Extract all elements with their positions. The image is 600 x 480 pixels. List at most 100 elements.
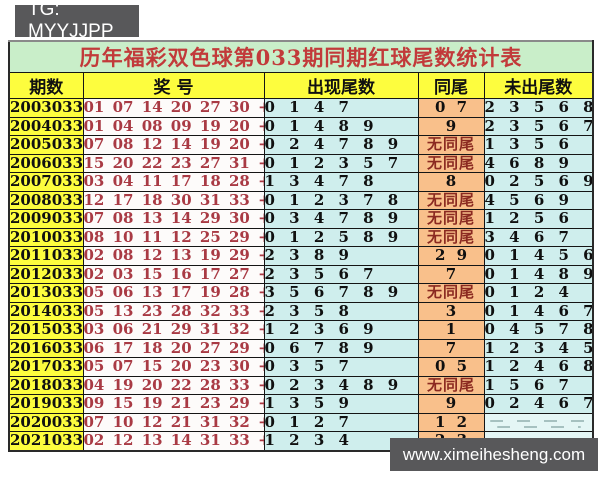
table-row: 2012033期02 03 15 16 17 27 + 042 3 5 6 77… <box>8 264 594 284</box>
appeared-tails-cell: 2 3 5 8 <box>263 301 419 321</box>
table-row: 2005033期07 08 12 14 19 20 + 070 2 4 7 8 … <box>8 135 594 155</box>
winning-numbers-cell: 07 10 12 21 31 32 + 01 <box>82 412 265 432</box>
website-badge: www.ximeihesheng.com <box>390 438 598 471</box>
appeared-tails-cell: 0 3 4 7 8 9 <box>263 209 419 229</box>
appeared-tails-cell: 0 1 2 5 8 9 <box>263 227 419 247</box>
missing-tails-cell: 0 2 5 6 9 <box>483 172 594 192</box>
appeared-tails-cell: 1 3 4 7 8 <box>263 172 419 192</box>
table-row: 2007033期03 04 11 17 18 28 + 091 3 4 7 88… <box>8 172 594 192</box>
same-tail-cell: 3 <box>417 301 485 321</box>
winning-numbers-cell: 02 12 13 14 31 33 + 06 <box>82 431 265 451</box>
table-title-row: 历年福彩双色球第033期同期红球尾数统计表 <box>8 40 594 73</box>
winning-numbers-cell: 12 17 18 30 31 33 + 04 <box>82 190 265 210</box>
same-tail-cell: 无同尾 <box>417 227 485 247</box>
same-tail-cell: 无同尾 <box>417 283 485 303</box>
period-cell: 2003033期 <box>8 98 84 118</box>
tg-contact-label: TG: MYYJJPP <box>28 0 114 42</box>
table-row: 2017033期05 07 15 20 23 30 + 150 3 5 70 5… <box>8 357 594 377</box>
winning-numbers-cell: 03 04 11 17 18 28 + 09 <box>82 172 265 192</box>
same-tail-cell: 7 <box>417 264 485 284</box>
missing-tails-cell: 0 1 4 6 7 9 <box>483 301 594 321</box>
same-tail-cell: 0 7 <box>417 98 485 118</box>
appeared-tails-cell: 1 3 5 9 <box>263 394 419 414</box>
missing-tails-cell: 4 6 8 9 <box>483 153 594 173</box>
period-cell: 2013033期 <box>8 283 84 303</box>
winning-numbers-cell: 03 06 21 29 31 32 + 05 <box>82 320 265 340</box>
period-cell: 2020033期 <box>8 412 84 432</box>
missing-tails-cell: 2 3 5 6 8 9 <box>483 98 594 118</box>
winning-numbers-cell: 04 19 20 22 28 33 + 06 <box>82 375 265 395</box>
appeared-tails-cell: 3 5 6 7 8 9 <box>263 283 419 303</box>
winning-numbers-cell: 08 10 11 12 25 29 + 09 <box>82 227 265 247</box>
same-tail-cell: 1 2 <box>417 412 485 432</box>
table-header-row: 期数 奖 号 出现尾数 同尾 未出尾数 <box>8 72 594 99</box>
winning-numbers-cell: 06 17 18 20 27 29 + 15 <box>82 338 265 358</box>
winning-numbers-cell: 05 13 23 28 32 33 + 12 <box>82 301 265 321</box>
same-tail-cell: 无同尾 <box>417 375 485 395</box>
missing-tails-cell: 1 2 5 6 <box>483 209 594 229</box>
missing-tails-cell: 1 5 6 7 <box>483 375 594 395</box>
winning-numbers-cell: 02 03 15 16 17 27 + 04 <box>82 264 265 284</box>
missing-tails-cell: 1 3 5 6 <box>483 135 594 155</box>
period-cell: 2010033期 <box>8 227 84 247</box>
same-tail-cell: 1 <box>417 320 485 340</box>
missing-tails-cell: 0 1 4 8 9 <box>483 264 594 284</box>
appeared-tails-cell: 0 1 4 8 9 <box>263 116 419 136</box>
period-cell: 2016033期 <box>8 338 84 358</box>
missing-tails-cell: 0 1 4 5 6 7 <box>483 246 594 266</box>
appeared-tails-cell: 0 1 2 3 7 8 <box>263 190 419 210</box>
table-row: 2011033期02 08 12 13 19 29 + 042 3 8 92 9… <box>8 246 594 266</box>
website-label: www.ximeihesheng.com <box>402 444 586 464</box>
missing-tails-cell: 1 2 3 4 5 <box>483 338 594 358</box>
appeared-tails-cell: 2 3 5 6 7 <box>263 264 419 284</box>
appeared-tails-cell: 2 3 8 9 <box>263 246 419 266</box>
period-cell: 2019033期 <box>8 394 84 414</box>
missing-tails-cell: 3 4 6 7 <box>483 227 594 247</box>
same-tail-cell: 7 <box>417 338 485 358</box>
appeared-tails-cell: 0 1 4 7 <box>263 98 419 118</box>
period-cell: 2011033期 <box>8 246 84 266</box>
appeared-tails-cell: 0 1 2 7 <box>263 412 419 432</box>
appeared-tails-cell: 0 1 2 3 5 7 <box>263 153 419 173</box>
period-cell: 2015033期 <box>8 320 84 340</box>
same-tail-cell: 8 <box>417 172 485 192</box>
appeared-tails-cell: 0 2 3 4 8 9 <box>263 375 419 395</box>
table-row: 2006033期15 20 22 23 27 31 + 060 1 2 3 5 … <box>8 153 594 173</box>
appeared-tails-cell: 0 3 5 7 <box>263 357 419 377</box>
period-cell: 2021033期 <box>8 431 84 451</box>
period-cell: 2017033期 <box>8 357 84 377</box>
table-row: 2008033期12 17 18 30 31 33 + 040 1 2 3 7 … <box>8 190 594 210</box>
watermark-overlay <box>485 413 592 431</box>
table-title: 历年福彩双色球第033期同期红球尾数统计表 <box>8 40 594 73</box>
same-tail-cell: 无同尾 <box>417 135 485 155</box>
period-cell: 2008033期 <box>8 190 84 210</box>
tg-contact-badge: TG: MYYJJPP <box>15 0 139 42</box>
period-cell: 2014033期 <box>8 301 84 321</box>
table-row: 2021033期02 12 13 14 31 33 + 061 2 3 42 3 <box>8 431 594 451</box>
column-header-tails-missing: 未出尾数 <box>483 72 594 99</box>
column-header-numbers: 奖 号 <box>82 72 265 99</box>
period-cell: 2009033期 <box>8 209 84 229</box>
winning-numbers-cell: 01 04 08 09 19 20 + 01 <box>82 116 265 136</box>
table-row: 2003033期01 07 14 20 27 30 + 100 1 4 70 7… <box>8 98 594 118</box>
same-tail-cell: 无同尾 <box>417 190 485 210</box>
missing-tails-cell: 4 5 6 9 <box>483 190 594 210</box>
table-row: 2016033期06 17 18 20 27 29 + 150 6 7 8 97… <box>8 338 594 358</box>
table-row: 2015033期03 06 21 29 31 32 + 051 2 3 6 91… <box>8 320 594 340</box>
column-header-same-tail: 同尾 <box>417 72 485 99</box>
same-tail-cell: 2 9 <box>417 246 485 266</box>
winning-numbers-cell: 05 07 15 20 23 30 + 15 <box>82 357 265 377</box>
period-cell: 2005033期 <box>8 135 84 155</box>
column-header-period: 期数 <box>8 72 84 99</box>
missing-tails-cell: 0 1 2 4 <box>483 283 594 303</box>
missing-tails-cell <box>483 412 594 432</box>
missing-tails-cell: 2 3 5 6 7 <box>483 116 594 136</box>
table-row: 2020033期07 10 12 21 31 32 + 010 1 2 71 2 <box>8 412 594 432</box>
period-cell: 2006033期 <box>8 153 84 173</box>
appeared-tails-cell: 0 6 7 8 9 <box>263 338 419 358</box>
winning-numbers-cell: 05 06 13 17 19 28 + 01 <box>82 283 265 303</box>
table-row: 2019033期09 15 19 21 23 29 + 151 3 5 990 … <box>8 394 594 414</box>
winning-numbers-cell: 01 07 14 20 27 30 + 10 <box>82 98 265 118</box>
winning-numbers-cell: 07 08 12 14 19 20 + 07 <box>82 135 265 155</box>
missing-tails-cell: 0 2 4 6 7 8 <box>483 394 594 414</box>
